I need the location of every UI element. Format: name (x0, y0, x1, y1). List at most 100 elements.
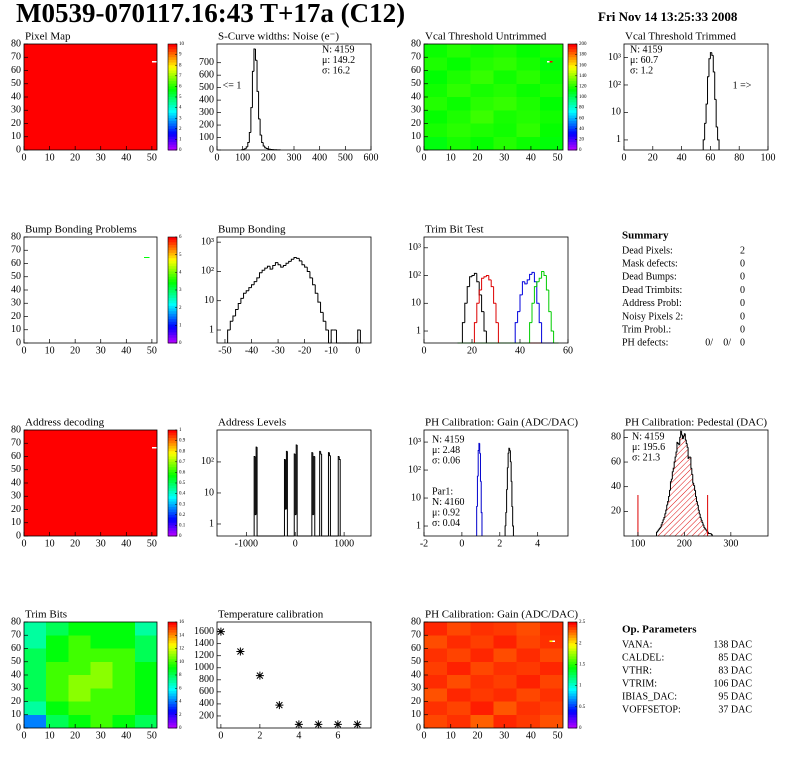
palette-slice (168, 311, 177, 315)
palette-slice (168, 266, 177, 270)
palette-slice (168, 720, 177, 724)
y-tick-label: 50 (411, 656, 421, 667)
heatmap-cell (424, 648, 448, 662)
histogram-bin (232, 315, 236, 322)
stats-text: σ: 0.06 (432, 455, 460, 466)
fit-hatch (669, 490, 671, 536)
x-tick-label: 2 (497, 538, 502, 549)
panel-title: PH Calibration: Gain (ADC/DAC) (425, 609, 578, 621)
heatmap-cell (424, 688, 448, 702)
heatmap-cell (24, 622, 47, 636)
palette-tick-label: 8 (179, 63, 182, 68)
heatmap-cell (470, 622, 494, 636)
x-tick-label: 60 (563, 345, 573, 356)
stats-text: N: 4159 (432, 434, 465, 445)
plot-frame-bg (424, 237, 568, 343)
x-tick-label: 20 (648, 152, 658, 163)
heatmap-cell (424, 57, 448, 71)
heatmap-cell (46, 648, 69, 662)
histogram-bin (703, 524, 705, 528)
palette-slice (168, 693, 177, 697)
plot-frame-bg (217, 237, 371, 343)
x-tick-label: 100 (630, 538, 645, 549)
heatmap-cell (112, 661, 135, 675)
x-tick-label: 0 (215, 152, 220, 163)
palette-tick-label: 180 (579, 53, 587, 58)
histogram-bin (313, 455, 315, 515)
palette-slice (168, 120, 177, 124)
y-tick-label: 80 (11, 231, 21, 242)
histogram-bin (337, 455, 340, 536)
palette-slice (168, 104, 177, 109)
palette-tick-label: 80 (579, 106, 585, 111)
heatmap-cell (134, 688, 157, 702)
panel-title: Address Levels (218, 417, 286, 429)
palette-slice (168, 250, 177, 254)
palette-slice (168, 512, 177, 516)
y-tick-label: 400 (199, 94, 214, 105)
heatmap-cell (539, 110, 563, 124)
histogram-bin (248, 132, 251, 143)
x-tick-label: 10 (45, 152, 55, 163)
palette-slice (568, 722, 577, 726)
palette-slice (168, 282, 177, 286)
x-tick-label: 200 (677, 538, 692, 549)
palette-slice (568, 656, 577, 660)
palette-slice (168, 624, 177, 628)
heatmap-cell (539, 136, 563, 150)
histogram-bin (261, 269, 265, 273)
parameter-label: VTHR: (622, 665, 652, 676)
palette-slice (168, 522, 177, 526)
heatmap-cell (112, 714, 135, 728)
y-tick-label: 0 (16, 144, 21, 155)
palette-slice (168, 430, 177, 434)
histogram-bin (314, 284, 318, 294)
histogram-bin (533, 272, 537, 283)
palette-slice (568, 70, 577, 74)
palette-slice (168, 706, 177, 710)
palette-slice (168, 49, 177, 53)
y-tick-label: 10 (204, 487, 214, 498)
x-tick-label: 100 (761, 152, 776, 163)
heatmap-cell (470, 635, 494, 649)
panel-title: PH Calibration: Gain (ADC/DAC) (425, 417, 578, 429)
y-tick-label: 600 (199, 69, 214, 80)
histogram-bin (235, 309, 239, 317)
histogram-bin (266, 265, 271, 269)
x-tick-label: 20 (472, 152, 482, 163)
panel-title: Pixel Map (25, 31, 71, 43)
palette-tick-label: 2 (179, 306, 182, 311)
palette-slice (568, 637, 577, 642)
heatmap-cell (112, 648, 135, 662)
palette-slice (168, 242, 177, 246)
heatmap-cell (539, 44, 563, 58)
palette-slice (168, 102, 177, 106)
heatmap-cell (516, 688, 540, 702)
palette-slice (168, 501, 177, 505)
histogram-bin (320, 302, 324, 313)
y-tick-label: 40 (411, 91, 421, 102)
palette-slice (568, 696, 577, 700)
y-tick-label: 10 (11, 324, 21, 335)
histogram-bin (705, 528, 707, 531)
fit-hatch (696, 501, 698, 536)
palette-slice (168, 664, 177, 668)
palette-tick-label: 0.3 (179, 502, 186, 507)
pixel-cell (151, 61, 155, 63)
heatmap-cell (447, 44, 471, 58)
x-tick-label: 80 (734, 152, 744, 163)
palette-slice (568, 94, 577, 98)
fit-hatch (676, 452, 677, 536)
palette-slice (568, 725, 577, 729)
palette-slice (568, 49, 577, 53)
palette-slice (168, 453, 177, 457)
palette-slice (168, 496, 177, 500)
heatmap-cell (112, 635, 135, 649)
heatmap-cell (493, 136, 517, 150)
palette-slice (168, 533, 177, 537)
panel-title: PH Calibration: Pedestal (DAC) (625, 417, 767, 429)
x-tick-label: -1000 (235, 538, 258, 549)
palette-slice (168, 287, 177, 291)
histogram-bin (550, 311, 554, 332)
histogram-bin (483, 311, 487, 332)
